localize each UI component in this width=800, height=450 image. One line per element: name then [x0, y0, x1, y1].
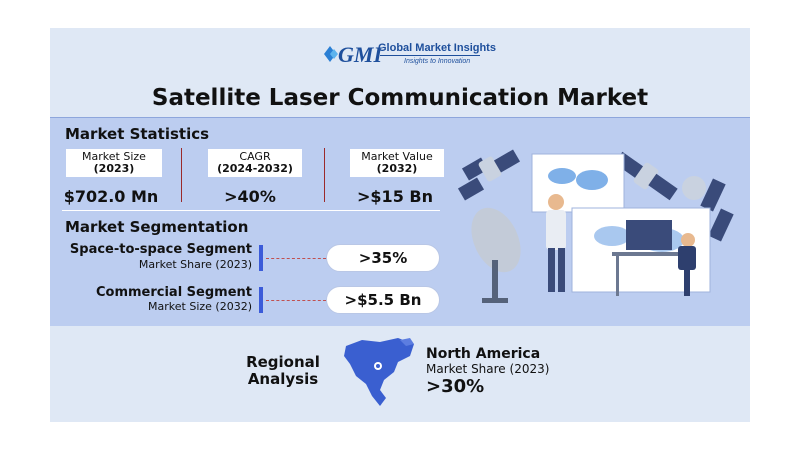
brand-name: Global Market Insights: [378, 42, 496, 54]
satellite-scene-illustration: [457, 149, 734, 303]
scientist-illustration: [546, 194, 566, 292]
page-title: Satellite Laser Communication Market: [151, 85, 649, 111]
stat-divider: [181, 148, 182, 202]
segment-value-pill: >$5.5 Bn: [326, 286, 440, 314]
segment-sub: Market Share (2023): [138, 258, 252, 271]
market-statistics-heading: Market Statistics: [65, 125, 210, 143]
stat-value-market-size: $702.0 Mn: [63, 187, 159, 206]
stat-divider: [324, 148, 325, 202]
segment-value-pill: >35%: [326, 244, 440, 272]
location-pin-icon: [374, 362, 382, 370]
band-top-border: [50, 117, 750, 118]
stat-period-text: (2032): [376, 162, 418, 175]
satellite-icon: [457, 149, 521, 201]
stat-period-text: (2023): [93, 162, 135, 175]
stat-value-market-value: >$15 Bn: [357, 187, 433, 206]
stat-label-text: CAGR: [239, 150, 271, 163]
regional-analysis-heading: Regional Analysis: [233, 354, 333, 388]
stat-label-market-size: Market Size (2023): [66, 149, 162, 177]
segment-connector: [266, 300, 326, 302]
stat-label-cagr: CAGR (2024-2032): [208, 149, 302, 177]
region-value: >30%: [426, 376, 485, 397]
monitor-icon: [612, 220, 696, 296]
stat-value-cagr: >40%: [224, 187, 276, 206]
segment-name: Space-to-space Segment: [69, 242, 252, 257]
logo-letters: GMI: [338, 42, 383, 67]
brand-tagline: Insights to Innovation: [404, 58, 471, 65]
region-name: North America: [426, 346, 541, 362]
regional-heading-line: Analysis: [247, 370, 319, 388]
regional-heading-line: Regional: [246, 353, 320, 371]
satellite-dish-icon: [471, 207, 521, 303]
market-segmentation-heading: Market Segmentation: [65, 218, 249, 236]
segment-accent-bar: [259, 245, 263, 271]
stat-period-text: (2024-2032): [217, 162, 293, 175]
segment-sub: Market Size (2032): [148, 300, 252, 313]
satellite-icon: [682, 176, 734, 242]
segment-accent-bar: [259, 287, 263, 313]
region-sub: Market Share (2023): [426, 362, 550, 376]
gmi-logo-icon: GMI: [324, 42, 383, 67]
logo-divider: [380, 55, 480, 56]
stat-label-market-value: Market Value (2032): [350, 149, 444, 177]
segment-name: Commercial Segment: [95, 285, 252, 300]
section-divider: [62, 210, 440, 211]
stat-label-text: Market Value: [361, 150, 433, 163]
north-america-map-icon: [344, 338, 414, 406]
stat-label-text: Market Size: [82, 150, 146, 163]
segment-connector: [266, 258, 326, 260]
